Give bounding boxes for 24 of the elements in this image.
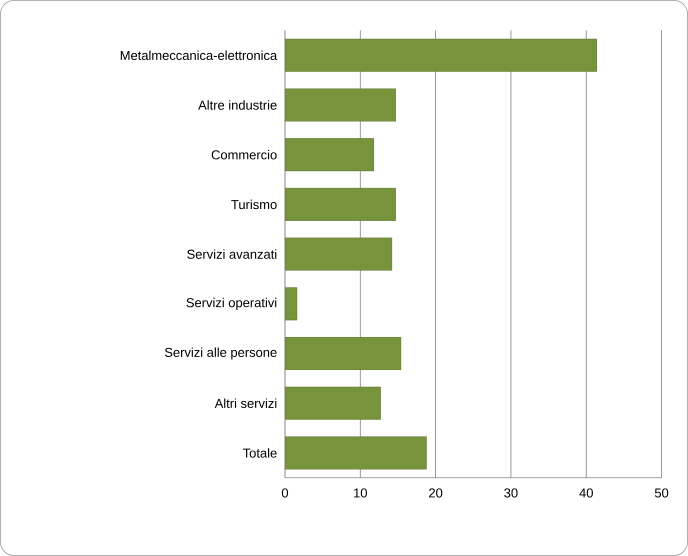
bar <box>284 238 392 271</box>
bar <box>284 386 381 420</box>
x-tick-label: 30 <box>504 488 518 498</box>
x-tick-label: 20 <box>429 488 442 498</box>
bar <box>284 188 396 221</box>
y-tick-label: Altre industrie <box>198 100 277 110</box>
bar <box>284 138 374 172</box>
y-tick-label: Servizi avanzati <box>187 249 276 259</box>
x-tick-label: 10 <box>354 488 367 498</box>
bar <box>284 38 597 72</box>
y-tick-label: Metalmeccanica-elettronica <box>120 50 278 60</box>
x-tick-label: 0 <box>282 488 288 498</box>
y-tick-label: Totale <box>242 448 277 458</box>
x-tick-label: 40 <box>579 488 593 498</box>
y-tick-label: Turismo <box>231 200 277 210</box>
bar <box>284 288 298 320</box>
bar <box>284 337 402 370</box>
y-tick-label: Servizi operativi <box>186 298 276 310</box>
y-tick-label: Commercio <box>212 150 277 160</box>
y-tick-label: Servizi alle persone <box>164 347 277 360</box>
x-tick-label: 50 <box>654 488 668 498</box>
bar <box>284 88 396 122</box>
y-tick-label: Altri servizi <box>214 398 276 408</box>
bar <box>284 436 427 470</box>
